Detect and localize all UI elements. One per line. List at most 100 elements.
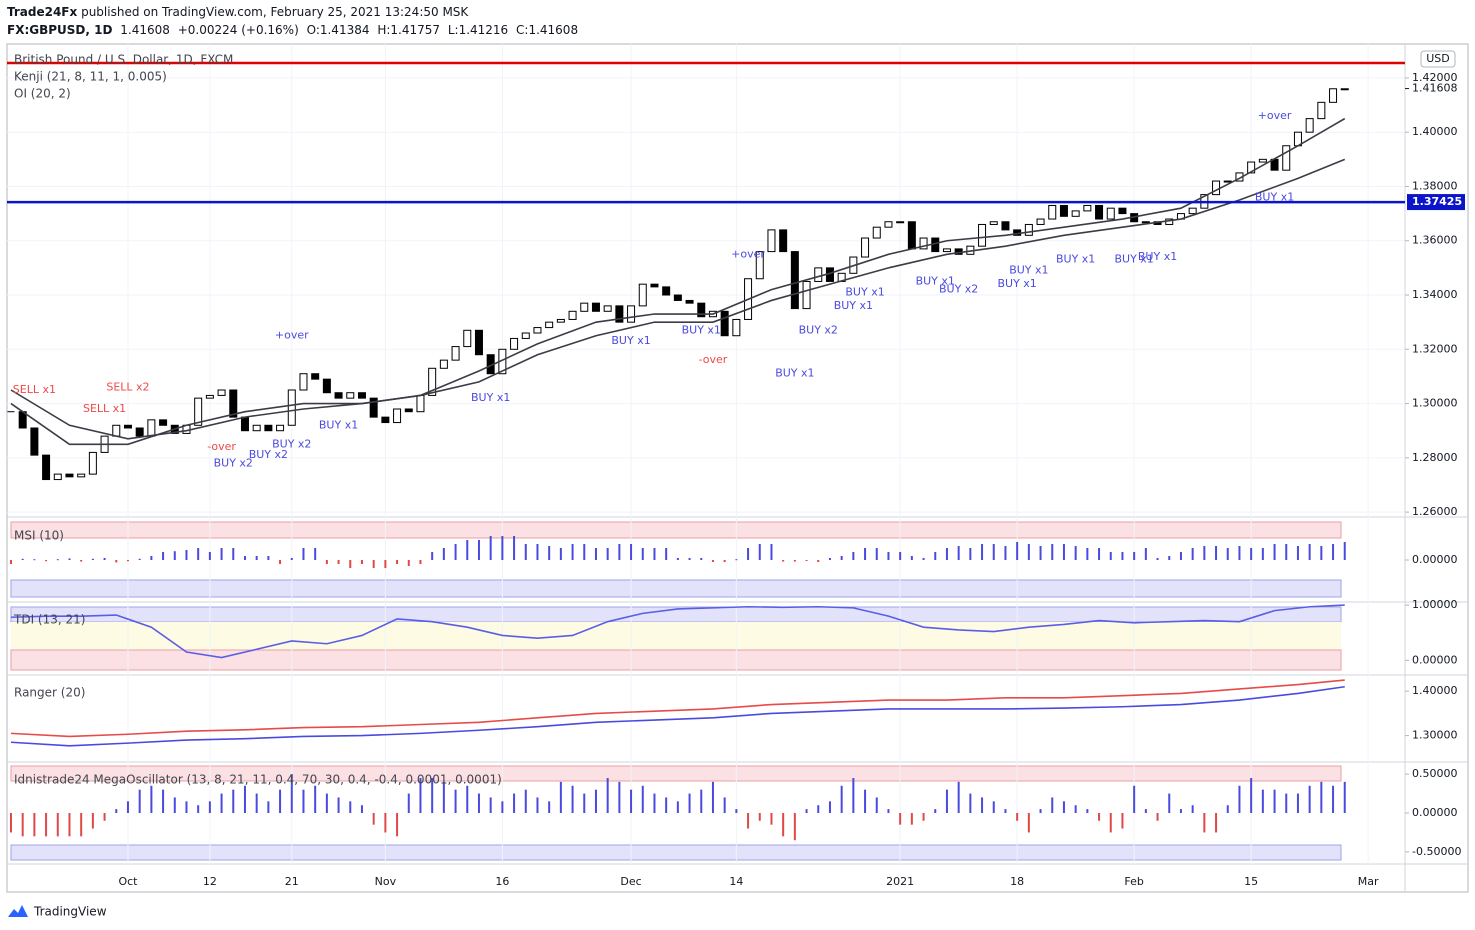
histogram-bar (864, 789, 867, 813)
indicator-title: OI (20, 2) (14, 87, 71, 101)
histogram-bar (1062, 801, 1065, 813)
candle (240, 416, 249, 432)
series-line (10, 604, 1345, 659)
histogram-bar (793, 560, 796, 562)
histogram-bar (711, 560, 714, 562)
histogram-bar (1296, 793, 1299, 813)
published: published on TradingView.com, February 2… (81, 5, 469, 19)
histogram-bar (1226, 548, 1229, 560)
histogram-bar (1179, 552, 1182, 560)
histogram-bar (489, 797, 492, 813)
histogram-bar (618, 544, 621, 560)
histogram-bar (80, 813, 83, 837)
candle (1212, 180, 1221, 196)
histogram-bar (1133, 785, 1136, 813)
candle (802, 280, 811, 310)
candle (989, 221, 998, 225)
histogram-bar (337, 560, 340, 564)
histogram-bar (1027, 544, 1030, 560)
histogram-bar (524, 789, 527, 813)
histogram-bar (852, 778, 855, 813)
signal-label: BUY x1 (471, 391, 510, 404)
candle (393, 408, 402, 424)
y-tick-label: 0.00000 (1412, 806, 1458, 819)
candle (276, 424, 285, 432)
histogram-bar (360, 805, 363, 813)
histogram-bar (992, 801, 995, 813)
signal-label: BUY x2 (249, 448, 288, 461)
histogram-bar (875, 548, 878, 560)
candle (1059, 204, 1068, 217)
tradingview-logo: TradingView (8, 905, 107, 919)
histogram-bar (747, 813, 750, 829)
signal-label: SELL x1 (13, 383, 56, 396)
histogram-bar (396, 813, 399, 837)
tdi-mid-band (11, 622, 1341, 650)
candle (1118, 207, 1127, 215)
histogram-bar (197, 548, 200, 560)
candle (428, 367, 437, 396)
histogram-bar (805, 560, 808, 561)
pane-title: Idnistrade24 MegaOscillator (13, 8, 21, … (14, 773, 502, 787)
histogram-bar (501, 801, 504, 813)
x-tick-label: 18 (1010, 875, 1024, 888)
candle (767, 229, 776, 253)
signal-label: +over (275, 329, 309, 342)
histogram-bar (1203, 546, 1206, 560)
candle (357, 392, 366, 399)
histogram-bar (1261, 548, 1264, 560)
open: O:1.41384 (307, 23, 370, 37)
histogram-bar (1004, 546, 1007, 560)
change: +0.00224 (+0.16%) (178, 23, 299, 37)
histogram-bar (56, 813, 59, 837)
candle (907, 221, 916, 250)
histogram-bar (1086, 548, 1089, 560)
candle (42, 454, 51, 481)
candle (1305, 118, 1314, 133)
series-line (10, 685, 1345, 747)
histogram-bar (1016, 542, 1019, 560)
histogram-bar (255, 793, 258, 813)
histogram-bar (910, 556, 913, 560)
histogram-bar (267, 801, 270, 813)
histogram-bar (934, 552, 937, 560)
x-tick-label: 15 (1244, 875, 1258, 888)
candle (88, 451, 97, 475)
x-tick-label: Nov (375, 875, 397, 888)
histogram-bar (548, 546, 551, 560)
histogram-bar (1086, 809, 1089, 813)
histogram-bar (442, 781, 445, 813)
candle (147, 419, 156, 437)
histogram-bar (80, 560, 83, 562)
histogram-bar (1191, 548, 1194, 560)
y-tick-label: 1.30000 (1412, 397, 1458, 410)
histogram-bar (279, 789, 282, 813)
candle (65, 473, 74, 478)
histogram-bar (945, 548, 948, 560)
histogram-bar (1168, 793, 1171, 813)
x-tick-label: 2021 (886, 875, 914, 888)
histogram-bar (454, 544, 457, 560)
currency-box (1420, 50, 1456, 68)
x-tick-label: Oct (118, 875, 138, 888)
x-tick-label: 21 (285, 875, 299, 888)
pane-title: MSI (10) (14, 529, 64, 543)
y-tick-label: 0.00000 (1412, 653, 1458, 666)
histogram-bar (653, 548, 656, 560)
candle (978, 223, 987, 247)
histogram-bar (899, 813, 902, 825)
histogram-bar (559, 548, 562, 560)
y-tick-label: 1.40000 (1412, 125, 1458, 138)
histogram-bar (1156, 558, 1159, 560)
histogram-bar (1109, 813, 1112, 833)
candle (1048, 204, 1057, 220)
histogram-bar (396, 560, 399, 564)
histogram-bar (21, 558, 24, 560)
histogram-bar (571, 785, 574, 813)
histogram-bar (232, 548, 235, 560)
candle (790, 251, 799, 310)
histogram-bar (419, 778, 422, 813)
signal-label: BUY x1 (1255, 190, 1294, 203)
candle (299, 373, 308, 391)
signal-label: BUY x1 (845, 285, 884, 298)
